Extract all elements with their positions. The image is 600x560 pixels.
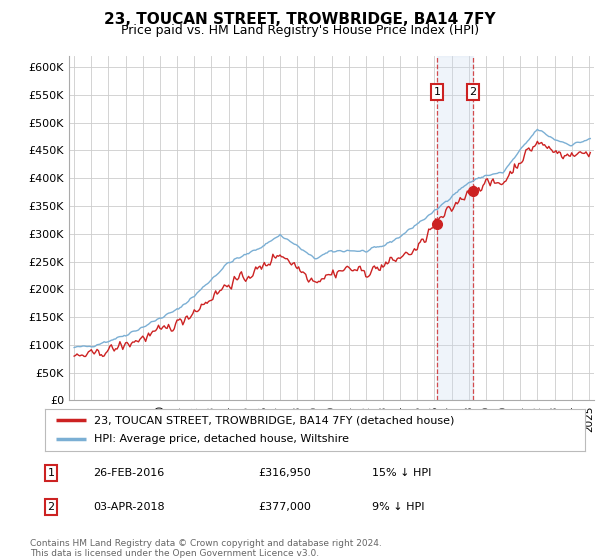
Text: £316,950: £316,950 (258, 468, 311, 478)
Text: 2: 2 (469, 87, 476, 97)
Text: Price paid vs. HM Land Registry's House Price Index (HPI): Price paid vs. HM Land Registry's House … (121, 24, 479, 36)
Text: 1: 1 (47, 468, 55, 478)
Text: 1: 1 (434, 87, 440, 97)
Text: £377,000: £377,000 (258, 502, 311, 512)
Text: 15% ↓ HPI: 15% ↓ HPI (372, 468, 431, 478)
Text: 26-FEB-2016: 26-FEB-2016 (93, 468, 164, 478)
Text: HPI: Average price, detached house, Wiltshire: HPI: Average price, detached house, Wilt… (94, 435, 349, 445)
Text: Contains HM Land Registry data © Crown copyright and database right 2024.
This d: Contains HM Land Registry data © Crown c… (30, 539, 382, 558)
Text: 2: 2 (47, 502, 55, 512)
Bar (437, 56, 473, 400)
Text: 23, TOUCAN STREET, TROWBRIDGE, BA14 7FY: 23, TOUCAN STREET, TROWBRIDGE, BA14 7FY (104, 12, 496, 27)
Text: 03-APR-2018: 03-APR-2018 (93, 502, 164, 512)
Text: 23, TOUCAN STREET, TROWBRIDGE, BA14 7FY (detached house): 23, TOUCAN STREET, TROWBRIDGE, BA14 7FY … (94, 415, 454, 425)
Text: 9% ↓ HPI: 9% ↓ HPI (372, 502, 425, 512)
